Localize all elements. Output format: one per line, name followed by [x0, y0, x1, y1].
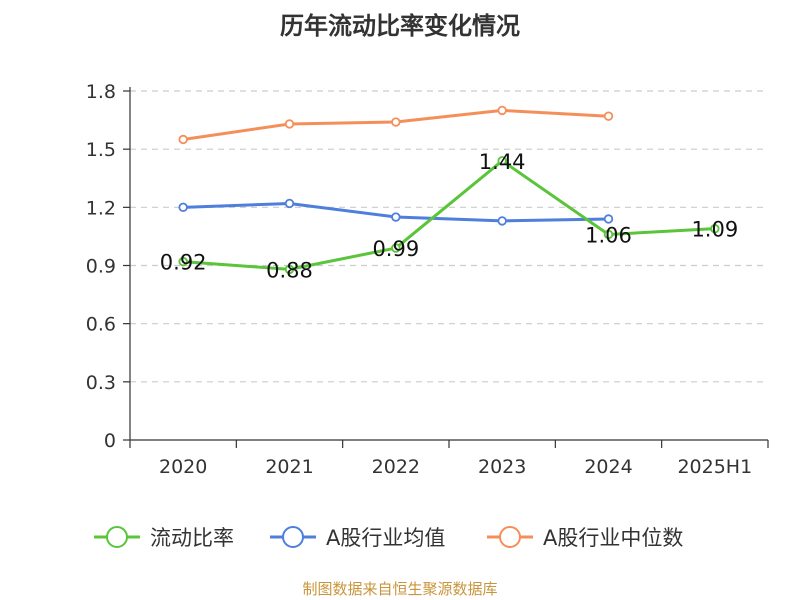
x-tick-label: 2022 [372, 456, 420, 478]
y-tick-label: 0 [104, 430, 116, 452]
legend[interactable]: 流动比率 A股行业均值 A股行业中位数 [94, 526, 683, 550]
data-point [603, 111, 614, 121]
data-point [391, 243, 401, 253]
data-point [178, 134, 188, 145]
data-point [284, 264, 295, 275]
chart-title: 历年流动比率变化情况 [280, 12, 520, 40]
legend-item[interactable]: A股行业均值 [270, 526, 445, 550]
x-tick-label: 2024 [584, 456, 632, 478]
data-point [178, 256, 188, 267]
x-tick-label: 2023 [478, 456, 526, 478]
y-tick-label: 1.5 [86, 139, 116, 161]
source-note: 制图数据来自恒生聚源数据库 [302, 580, 498, 598]
legend-marker [106, 526, 128, 548]
data-point [391, 212, 401, 222]
x-tick-label: 2020 [159, 456, 207, 478]
data-point [284, 119, 295, 129]
data-label: 0.92 [160, 251, 207, 275]
axes: 0 0.3 0.6 0.9 1.2 1.5 1.8 2020 2021 2022 2023 2024 2… [86, 81, 769, 478]
data-point [603, 229, 614, 240]
data-label: 0.99 [372, 237, 419, 261]
y-tick-label: 0.3 [86, 372, 116, 394]
data-point [497, 105, 507, 116]
legend-marker [499, 526, 521, 548]
data-label: 0.88 [266, 258, 313, 282]
data-point [710, 223, 720, 234]
legend-item[interactable]: A股行业中位数 [487, 526, 683, 550]
y-tick-label: 0.9 [86, 256, 116, 278]
x-tick-label: 2025H1 [677, 456, 752, 478]
data-labels: 0.92 0.88 0.99 1.44 1.06 1.09 [160, 150, 738, 283]
series-group [178, 105, 720, 275]
legend-label: A股行业均值 [326, 526, 445, 550]
y-tick-label: 0.6 [86, 314, 116, 336]
legend-item[interactable]: 流动比率 [94, 526, 234, 550]
data-label: 1.44 [479, 150, 526, 174]
data-label: 1.06 [585, 223, 632, 247]
data-point [178, 202, 188, 213]
data-point [284, 198, 295, 209]
data-label: 1.09 [691, 218, 738, 242]
legend-marker [282, 526, 304, 548]
y-tick-label: 1.2 [86, 197, 116, 219]
data-point [391, 117, 401, 127]
data-point [497, 156, 507, 166]
series-line [183, 159, 715, 271]
legend-label: A股行业中位数 [543, 526, 683, 550]
y-tick-label: 1.8 [86, 81, 116, 103]
data-point [603, 214, 614, 224]
legend-label: 流动比率 [150, 526, 234, 550]
x-tick-label: 2021 [265, 456, 313, 478]
grid-lines [130, 90, 768, 383]
data-point [497, 216, 507, 226]
